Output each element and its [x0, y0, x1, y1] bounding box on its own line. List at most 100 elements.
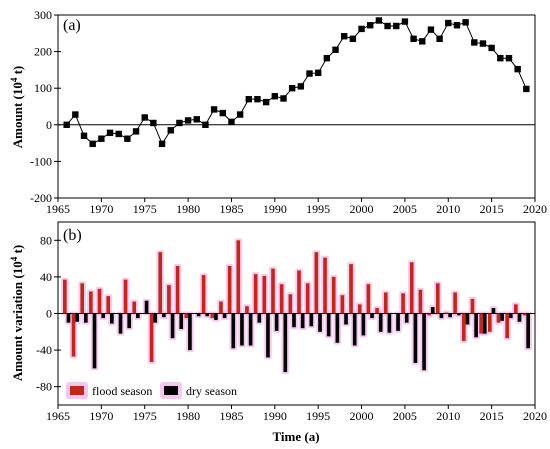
panel-b-bar-dry: [482, 313, 487, 334]
panel-b-bar-flood: [349, 264, 353, 314]
panel-b-bar-dry: [517, 313, 522, 322]
panel-b-bar-dry: [144, 300, 149, 314]
panel-a-x-tick-label: 1965: [46, 202, 70, 216]
panel-b-bar-flood: [331, 276, 336, 314]
panel-b-bar-flood: [158, 252, 163, 314]
panel-b-bar-flood: [245, 306, 249, 314]
panel-a-point: [314, 69, 322, 77]
panel-b-bar-flood: [184, 313, 189, 319]
panel-b-bar-flood: [210, 313, 215, 319]
panel-b-bar-dry: [404, 313, 409, 323]
panel-b-bar-flood: [175, 265, 180, 314]
panel-b-bar-flood: [219, 301, 223, 314]
panel-b-bar-flood: [461, 313, 466, 341]
panel-b-bar-flood: [496, 313, 501, 323]
panel-a-point: [184, 117, 192, 124]
panel-a-label: (a): [63, 17, 81, 34]
panel-a-y-tick-label: 0: [46, 118, 52, 132]
panel-a-point: [106, 129, 114, 137]
panel-a-point: [89, 140, 96, 148]
panel-b-bar-dry: [84, 313, 88, 323]
panel-a-point: [63, 121, 70, 128]
panel-b-bar-flood: [271, 268, 275, 314]
panel-a-x-tick-label: 2005: [393, 202, 417, 216]
panel-b-bar-flood: [149, 313, 154, 362]
panel-a-point: [124, 135, 131, 142]
panel-b-x-tick-label: 1970: [89, 409, 113, 423]
panel-a-point: [150, 119, 157, 127]
panel-a-point: [471, 39, 478, 46]
panel-a-point: [323, 54, 331, 62]
panel-a-point: [436, 35, 443, 42]
panel-b-bar-dry: [300, 313, 305, 329]
panel-b-bar-dry: [491, 308, 496, 314]
panel-a-x-tick-label: 1975: [133, 202, 157, 216]
panel-a-point: [158, 140, 166, 148]
panel-b-y-axis: -80 -40 0 40 80: [36, 233, 61, 394]
panel-a-point: [384, 22, 391, 30]
panel-a-x-tick-label: 1985: [219, 202, 243, 216]
panel-a-frame: [57, 14, 536, 199]
panel-b-bar-dry: [465, 313, 470, 325]
panel-b-bar-dry: [508, 313, 513, 319]
panel-b-x-tick-label: 2010: [436, 409, 460, 423]
panel-b-bar-flood: [514, 304, 518, 314]
panel-a-y-axis-label: Amount (104 t): [9, 66, 25, 149]
panel-a-point: [349, 35, 357, 42]
panel-b-bar-flood: [97, 288, 102, 314]
panel-a-point: [176, 119, 183, 127]
panel-b-x-tick-label: 2020: [523, 409, 547, 423]
panel-b-x-axis: 1965 1970 1975 1980 1985 1990 1995 2000 2005 2010…: [46, 405, 547, 423]
panel-a-point: [228, 118, 235, 126]
legend: flood season dry season: [66, 382, 237, 399]
panel-b-bar-flood: [132, 301, 137, 314]
panel-b-bar-flood: [357, 304, 362, 314]
panel-b-bar-flood: [383, 292, 388, 314]
panel-b-bar-flood: [444, 312, 449, 314]
panel-b-bar-flood: [487, 313, 492, 332]
legend-flood-label: flood season: [92, 384, 152, 398]
panel-b-y-tick-label: 0: [46, 307, 52, 321]
panel-b-bar-flood: [435, 283, 440, 314]
panel-b-bar-flood: [106, 296, 111, 314]
panel-b-bar-dry: [413, 313, 418, 363]
panel-a-point: [445, 19, 452, 27]
panel-b-bar-flood: [375, 308, 379, 314]
panel-a-point: [202, 121, 209, 128]
panel-b-bar-dry: [214, 313, 218, 320]
panel-b-bar-flood: [305, 283, 310, 314]
panel-b-bar-dry: [179, 313, 184, 330]
panel-b-bar-flood: [340, 295, 345, 314]
panel-b-bar-flood: [409, 262, 414, 314]
panel-b-bar-flood: [89, 291, 93, 314]
panel-b-bar-dry: [474, 313, 478, 338]
panel-a-series-line: [66, 19, 527, 145]
panel-b-bar-dry: [127, 313, 132, 329]
panel-b-x-axis-label: Time (a): [272, 429, 319, 444]
panel-b-bar-flood: [297, 270, 301, 314]
panel-a-series: [63, 17, 530, 148]
panel-b-y-tick-label: 80: [40, 233, 52, 247]
panel-b-bar-dry: [352, 313, 357, 346]
panel-b-x-tick-label: 2015: [480, 409, 504, 423]
panel-a-point: [115, 130, 122, 138]
panel-b-bar-flood: [522, 313, 527, 316]
panel-b-bar-dry: [101, 313, 106, 319]
panel-b-bar-flood: [201, 275, 206, 314]
panel-a-x-tick-label: 2015: [480, 202, 504, 216]
panel-b-y-tick-label: -80: [36, 380, 52, 394]
panel-a-point: [488, 44, 495, 52]
panel-b-bar-dry: [274, 313, 279, 331]
panel-b-bar-flood: [288, 294, 293, 314]
panel-a-point: [375, 17, 383, 24]
panel-a-x-tick-label: 1995: [306, 202, 330, 216]
panel-a-point: [462, 19, 469, 26]
panel-b-bar-flood: [505, 313, 509, 339]
panel-b-bar-dry: [430, 307, 435, 314]
panel-b-bar-flood: [71, 313, 76, 357]
panel-a-point: [297, 83, 305, 90]
panel-a-x-tick-label: 1970: [89, 202, 113, 216]
panel-a-point: [245, 95, 252, 103]
